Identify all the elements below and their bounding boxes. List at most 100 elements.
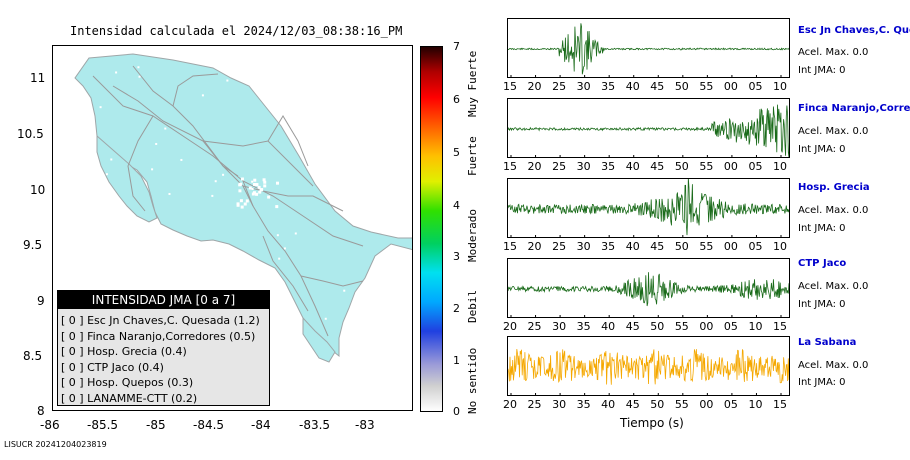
time-tick-label: 50 bbox=[650, 398, 665, 411]
time-tick-label: 05 bbox=[723, 320, 738, 333]
time-tick-label: 55 bbox=[699, 160, 714, 173]
station-acel-max: Acel. Max. 0.0 bbox=[798, 47, 869, 58]
station-name: CTP Jaco bbox=[798, 258, 847, 269]
time-tick-label: 30 bbox=[552, 398, 567, 411]
lon-tick-label: -85.5 bbox=[87, 418, 119, 432]
town-marker bbox=[306, 101, 309, 104]
time-tick-label: 35 bbox=[576, 320, 591, 333]
time-tick-label: 15 bbox=[503, 240, 517, 253]
trace-panel bbox=[507, 178, 790, 238]
town-marker bbox=[251, 180, 254, 183]
intensity-colorbar bbox=[420, 46, 443, 412]
colorbar-tick: 5 bbox=[453, 146, 460, 159]
town-marker bbox=[276, 234, 279, 237]
station-int-jma: Int JMA: 0 bbox=[798, 299, 846, 310]
lon-tick-label: -84 bbox=[251, 418, 271, 432]
trace-panel bbox=[507, 258, 790, 318]
time-tick-label: 35 bbox=[601, 80, 616, 93]
town-marker bbox=[254, 183, 258, 187]
town-marker bbox=[180, 158, 183, 161]
waveform-line bbox=[508, 349, 789, 385]
station-acel-max: Acel. Max. 0.0 bbox=[798, 126, 869, 137]
town-marker bbox=[260, 188, 264, 192]
town-marker bbox=[239, 182, 243, 186]
time-tick-label: 20 bbox=[503, 398, 517, 411]
town-marker bbox=[251, 187, 254, 190]
legend-item: [ 0 ] CTP Jaco (0.4) bbox=[61, 360, 164, 374]
town-marker bbox=[126, 272, 129, 275]
time-tick-label: 15 bbox=[503, 160, 517, 173]
time-tick-label: 55 bbox=[699, 240, 714, 253]
time-tick-label: 40 bbox=[625, 160, 640, 173]
road-line bbox=[242, 185, 344, 212]
time-tick-label: 25 bbox=[527, 320, 542, 333]
time-tick-label: 15 bbox=[773, 398, 787, 411]
time-tick-label: 05 bbox=[723, 398, 738, 411]
town-marker bbox=[240, 205, 244, 209]
time-tick-label: 50 bbox=[674, 160, 689, 173]
lon-tick-label: -85 bbox=[146, 418, 166, 432]
town-marker bbox=[115, 71, 118, 74]
intensity-label-muy-fuerte: Muy Fuerte bbox=[466, 50, 479, 117]
town-marker bbox=[253, 178, 257, 182]
waveform-line bbox=[508, 104, 789, 157]
town-marker bbox=[201, 94, 204, 97]
time-tick-label: 20 bbox=[503, 320, 517, 333]
time-tick-label: 30 bbox=[576, 80, 591, 93]
lat-tick-label: 9 bbox=[37, 294, 45, 308]
time-tick-label: 55 bbox=[674, 320, 689, 333]
legend-title: INTENSIDAD JMA [0 a 7] bbox=[58, 291, 269, 309]
town-marker bbox=[258, 190, 262, 194]
waveform-trace bbox=[508, 272, 789, 317]
time-tick-label: 25 bbox=[552, 80, 567, 93]
lat-tick-label: 8 bbox=[37, 404, 45, 418]
time-tick-label: 05 bbox=[748, 160, 763, 173]
town-marker bbox=[276, 181, 280, 185]
lat-tick-label: 11 bbox=[30, 71, 46, 85]
town-marker bbox=[226, 79, 229, 82]
time-tick-label: 55 bbox=[674, 398, 689, 411]
time-tick-label: 05 bbox=[748, 80, 763, 93]
town-marker bbox=[278, 257, 281, 260]
time-tick-label: 50 bbox=[674, 240, 689, 253]
town-marker bbox=[214, 180, 217, 183]
time-tick-label: 10 bbox=[773, 240, 787, 253]
trace-panel bbox=[507, 18, 790, 78]
time-axis-label: Tiempo (s) bbox=[620, 416, 684, 430]
town-marker bbox=[155, 281, 158, 284]
lon-tick-label: -84.5 bbox=[193, 418, 225, 432]
colorbar-tick: 1 bbox=[453, 354, 460, 367]
road-line bbox=[202, 140, 239, 177]
waveform-trace bbox=[508, 179, 789, 237]
legend-item: [ 0 ] LANAMME-CTT (0.2) bbox=[61, 391, 198, 405]
town-marker bbox=[110, 158, 113, 161]
road-line bbox=[112, 85, 314, 187]
time-tick-label: 30 bbox=[576, 160, 591, 173]
town-marker bbox=[105, 173, 108, 176]
road-line bbox=[262, 235, 309, 312]
road-line bbox=[267, 115, 309, 167]
time-tick-label: 45 bbox=[650, 240, 665, 253]
town-marker bbox=[261, 88, 264, 91]
town-marker bbox=[236, 203, 240, 207]
time-tick-label: 45 bbox=[625, 398, 640, 411]
road-line bbox=[127, 115, 154, 212]
time-tick-label: 35 bbox=[601, 240, 616, 253]
station-name: La Sabana bbox=[798, 337, 857, 348]
time-tick-label: 25 bbox=[552, 160, 567, 173]
station-int-jma: Int JMA: 0 bbox=[798, 223, 846, 234]
town-marker bbox=[245, 199, 249, 203]
town-marker bbox=[262, 178, 266, 182]
town-marker bbox=[138, 75, 141, 78]
time-tick-label: 15 bbox=[503, 80, 517, 93]
lat-tick-label: 9.5 bbox=[23, 238, 43, 252]
time-tick-label: 20 bbox=[527, 80, 542, 93]
station-int-jma: Int JMA: 0 bbox=[798, 377, 846, 388]
time-tick-label: 40 bbox=[601, 320, 616, 333]
town-marker bbox=[263, 184, 267, 188]
lat-tick-label: 10.5 bbox=[17, 127, 44, 141]
town-marker bbox=[293, 100, 296, 103]
colorbar-tick: 2 bbox=[453, 302, 460, 315]
town-marker bbox=[271, 292, 274, 295]
station-acel-max: Acel. Max. 0.0 bbox=[798, 205, 869, 216]
